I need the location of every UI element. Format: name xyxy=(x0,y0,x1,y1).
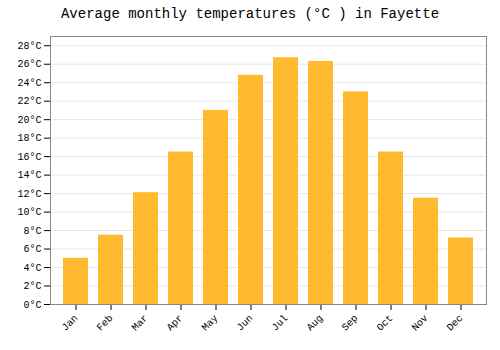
svg-text:Jul: Jul xyxy=(270,313,291,334)
svg-text:Oct: Oct xyxy=(375,313,396,334)
svg-text:8°C: 8°C xyxy=(23,226,41,237)
svg-text:18°C: 18°C xyxy=(17,133,41,144)
svg-text:Jun: Jun xyxy=(235,313,256,334)
svg-text:Jan: Jan xyxy=(60,313,81,334)
svg-text:Nov: Nov xyxy=(410,313,431,334)
svg-text:26°C: 26°C xyxy=(17,59,41,70)
svg-text:24°C: 24°C xyxy=(17,78,41,89)
svg-text:May: May xyxy=(200,313,221,334)
svg-text:Sep: Sep xyxy=(340,313,361,334)
svg-text:Feb: Feb xyxy=(95,313,116,334)
svg-text:12°C: 12°C xyxy=(17,189,41,200)
svg-text:10°C: 10°C xyxy=(17,207,41,218)
svg-text:20°C: 20°C xyxy=(17,115,41,126)
svg-text:22°C: 22°C xyxy=(17,96,41,107)
svg-text:4°C: 4°C xyxy=(23,263,41,274)
svg-text:14°C: 14°C xyxy=(17,170,41,181)
svg-text:Mar: Mar xyxy=(130,313,151,334)
html-text:Average monthly temperatures (: Average monthly temperatures (°C ) in Fa… xyxy=(61,6,439,22)
svg-text:2°C: 2°C xyxy=(23,281,41,292)
svg-text:Dec: Dec xyxy=(445,313,466,334)
svg-text:0°C: 0°C xyxy=(23,300,41,311)
svg-text:Apr: Apr xyxy=(165,313,186,334)
svg-text:28°C: 28°C xyxy=(17,41,41,52)
svg-text:16°C: 16°C xyxy=(17,152,41,163)
svg-text:Aug: Aug xyxy=(305,313,326,334)
svg-text:6°C: 6°C xyxy=(23,244,41,255)
